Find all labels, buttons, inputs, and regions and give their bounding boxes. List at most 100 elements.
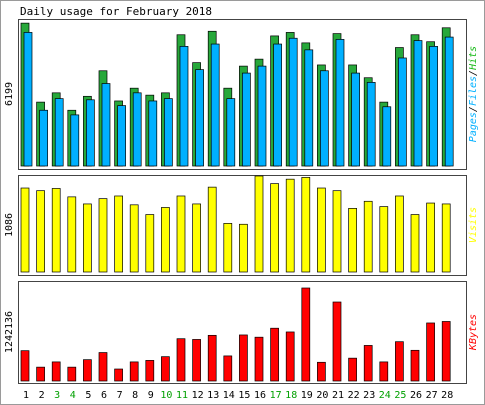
x-tick-label-22: 22 [348,390,360,401]
visits_panel-bar-visits-3 [51,188,61,273]
visits_panel-ymax-label: 1086 [4,213,15,237]
visits_panel-bar-visits-2 [36,190,45,273]
visits_panel-legend-visits: Visits [468,207,479,243]
hits_panel-bar-files-8 [132,92,142,167]
visits_panel-bar-visits-13 [207,186,217,273]
kbytes_panel-bar-kbytes-15 [239,334,248,382]
hits_panel-bar-files-21 [335,39,345,167]
visits_panel: 1086 Visits [4,175,479,276]
kbytes_panel-bar-kbytes-14 [223,355,233,382]
hits_panel-bar-files-17 [273,43,282,167]
hits_panel-bar-files-12 [195,69,204,167]
kbytes_panel-bar-kbytes-17 [270,327,279,382]
kbytes_panel-bar-kbytes-6 [98,352,108,382]
x-tick-label-11: 11 [176,390,188,401]
kbytes_panel-bar-kbytes-23 [363,345,373,382]
hits_panel-bar-files-25 [398,57,407,167]
x-tick-label-12: 12 [192,390,204,401]
x-tick-label-14: 14 [223,390,235,401]
x-tick-label-4: 4 [70,390,76,401]
visits_panel-bar-visits-12 [192,203,201,273]
visits_panel-bar-visits-15 [239,223,248,273]
kbytes_panel-bar-kbytes-24 [379,361,389,382]
x-tick-label-2: 2 [39,390,45,401]
visits_panel-bar-visits-24 [379,206,389,273]
kbytes_panel-bar-kbytes-3 [51,361,61,382]
kbytes_panel-bar-kbytes-1 [20,350,30,382]
hits_panel-legend-pages: Pages [468,112,479,142]
x-tick-label-5: 5 [85,390,91,401]
x-tick-label-23: 23 [363,390,375,401]
kbytes_panel-bar-kbytes-26 [410,349,420,382]
kbytes_panel: 1242136 KBytes [4,281,479,384]
visits_panel-bar-visits-4 [67,196,77,273]
hits_panel-bar-files-11 [179,46,189,167]
hits_panel-bar-files-14 [226,98,236,167]
x-tick-label-3: 3 [54,390,60,401]
kbytes_panel-bar-kbytes-7 [114,368,123,382]
hits_panel-bar-files-4 [70,114,80,167]
kbytes_panel-bar-kbytes-20 [317,361,326,382]
hits_panel-bar-files-10 [164,98,173,167]
visits_panel-bar-visits-16 [254,175,264,273]
visits_panel-bar-visits-18 [285,178,295,273]
x-axis-labels: 1 2 3 4 5 6 7 8 9 10 11 12 13 14 15 16 17 18 19 20 21 22 23 24 2… [23,390,453,401]
kbytes_panel-legend-kbytes: KBytes [468,314,479,351]
hits_panel-legend-separator: / [468,70,479,76]
visits_panel-legend: Visits [468,207,479,243]
visits_panel-bar-visits-10 [161,207,170,273]
visits_panel-bar-visits-9 [145,214,155,273]
hits_panel-ymax-label: 6199 [4,82,15,106]
hits_panel-bar-files-9 [148,100,158,167]
visits_panel-bar-visits-11 [176,195,186,273]
visits_panel-bar-visits-26 [410,214,420,273]
kbytes_panel-bar-kbytes-11 [176,338,186,382]
x-tick-label-8: 8 [132,390,138,401]
kbytes_panel-bar-kbytes-25 [395,341,404,382]
hits_panel-legend-separator: / [468,106,479,112]
x-tick-label-18: 18 [285,390,297,401]
visits_panel-bar-visits-22 [348,208,357,273]
kbytes_panel-bar-kbytes-13 [207,334,217,382]
x-tick-label-24: 24 [379,390,391,401]
kbytes_panel-ymax-label: 1242136 [4,311,15,353]
x-tick-label-20: 20 [316,390,328,401]
visits_panel-bar-visits-14 [223,223,233,273]
x-tick-label-26: 26 [410,390,422,401]
visits_panel-bar-visits-20 [317,187,326,273]
x-tick-label-17: 17 [270,390,282,401]
kbytes_panel-bar-kbytes-21 [332,301,342,382]
visits_panel-bar-visits-21 [332,190,342,273]
x-tick-label-1: 1 [23,390,29,401]
visits_panel-bar-visits-19 [301,177,311,273]
kbytes_panel-bar-kbytes-2 [36,366,45,382]
visits_panel-bar-visits-5 [83,203,92,273]
x-tick-label-28: 28 [441,390,453,401]
hits_panel-bar-files-27 [429,46,438,167]
visits_panel-bar-visits-23 [363,200,373,273]
kbytes_panel-bar-kbytes-22 [348,357,357,382]
x-tick-label-25: 25 [394,390,406,401]
kbytes_panel-bar-kbytes-19 [301,287,311,382]
hits_panel-bar-files-7 [117,105,126,167]
hits_panel-bar-files-26 [413,40,423,167]
x-tick-label-21: 21 [332,390,344,401]
visits_panel-bar-visits-8 [129,204,139,273]
hits_panel-legend-hits: Hits [468,46,479,71]
hits_panel-bar-files-20 [320,70,329,167]
kbytes_panel-bar-kbytes-16 [254,336,264,382]
hits_panel-bar-files-15 [242,72,251,167]
x-tick-label-7: 7 [117,390,123,401]
kbytes_panel-bar-kbytes-4 [67,366,77,382]
hits_panel-bar-files-1 [23,32,33,167]
kbytes_panel-bar-kbytes-18 [285,331,295,382]
x-tick-label-9: 9 [148,390,154,401]
visits_panel-bar-visits-17 [270,183,279,273]
x-tick-label-27: 27 [426,390,438,401]
hits_panel-bar-files-13 [210,43,220,167]
hits_panel-bar-files-2 [39,109,48,167]
kbytes_panel-bar-kbytes-28 [441,321,451,382]
